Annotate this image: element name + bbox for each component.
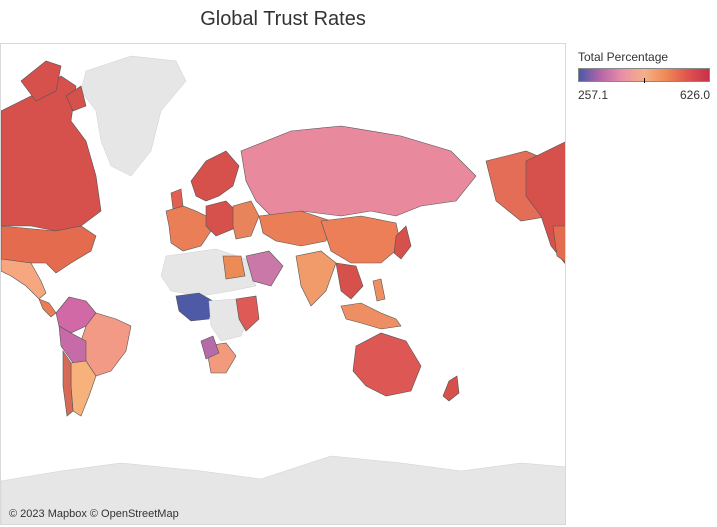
region-canada-islands[interactable] [20,60,87,112]
region-new-zealand[interactable] [442,375,460,402]
region-western-europe[interactable] [165,205,212,252]
region-southeast-asia[interactable] [335,262,364,300]
region-central-america[interactable] [38,298,57,318]
region-east-africa[interactable] [235,295,260,332]
region-russia[interactable] [240,125,477,217]
region-uk[interactable] [170,188,184,210]
legend-min-label: 257.1 [578,88,609,102]
region-usa-east[interactable] [552,225,566,263]
region-india[interactable] [295,250,337,307]
region-central-europe[interactable] [205,200,237,237]
legend-gradient-bar [578,68,710,83]
chart-title: Global Trust Rates [200,8,366,30]
region-china[interactable] [320,215,402,264]
region-antarctica[interactable] [1,455,566,525]
region-japan[interactable] [393,225,412,260]
color-legend: Total Percentage 257.1 626.0 [578,50,714,102]
region-saudi-arabia[interactable] [245,250,284,287]
map-attribution: © 2023 Mapbox © OpenStreetMap [9,508,179,520]
legend-marker [644,78,645,83]
region-scandinavia[interactable] [190,150,240,202]
region-egypt[interactable] [222,255,246,280]
world-map[interactable]: © 2023 Mapbox © OpenStreetMap [0,43,566,525]
region-philippines[interactable] [372,278,386,302]
region-central-asia[interactable] [258,210,332,247]
legend-max-label: 626.0 [679,88,710,102]
region-australia[interactable] [352,332,422,397]
region-chile[interactable] [62,350,74,417]
map-canvas[interactable] [1,44,566,525]
region-eastern-europe[interactable] [232,200,260,240]
region-canada[interactable] [1,75,102,232]
region-southern-africa[interactable] [200,335,220,360]
region-greenland[interactable] [80,55,187,177]
region-west-africa[interactable] [175,292,214,322]
region-mexico[interactable] [1,258,47,300]
legend-title: Total Percentage [578,50,669,64]
legend-labels: 257.1 626.0 [578,88,710,102]
region-indonesia[interactable] [340,302,402,330]
